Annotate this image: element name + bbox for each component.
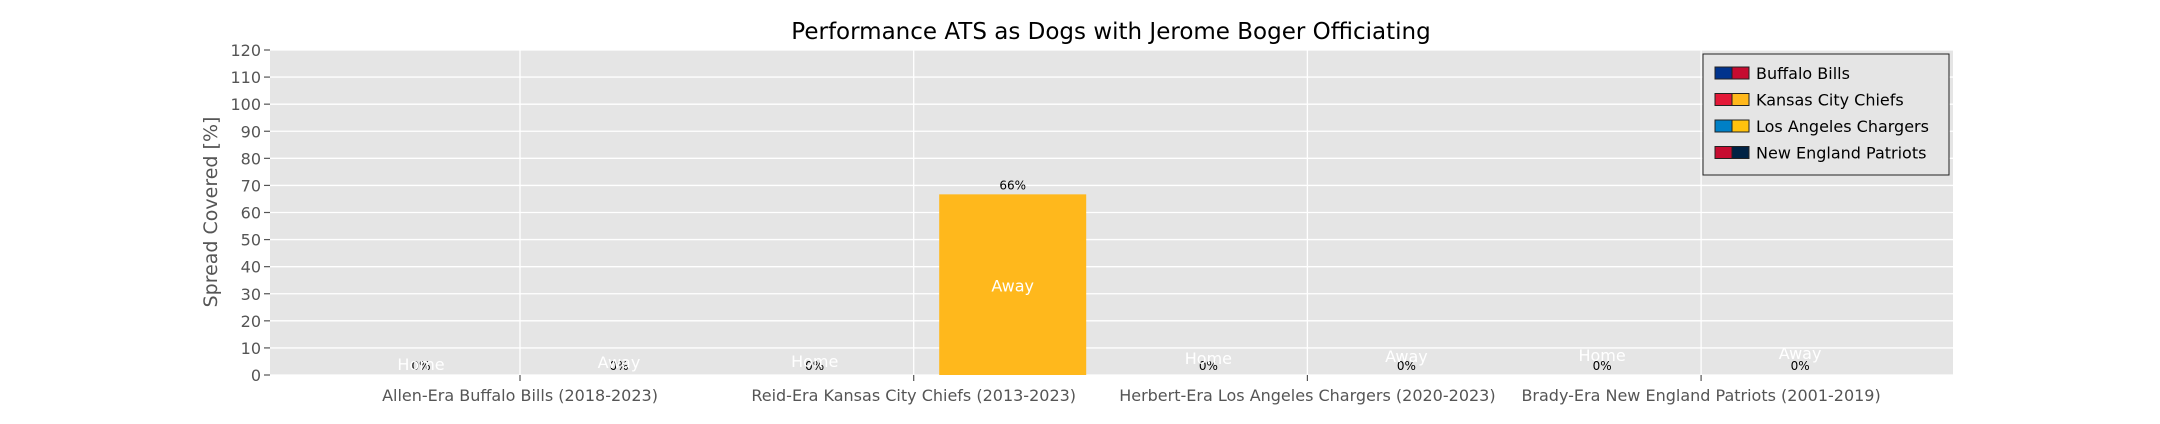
bar-split-label: Away — [598, 353, 641, 372]
legend-swatch-primary — [1714, 66, 1733, 80]
bar-kansas-city-chiefs-away — [939, 194, 1087, 375]
legend-swatch-secondary — [1731, 66, 1750, 80]
legend-entry-label: Buffalo Bills — [1756, 64, 1850, 83]
y-tick-label: 70 — [241, 176, 261, 195]
y-tick-label: 10 — [241, 339, 261, 358]
grid-lines — [270, 49, 1953, 376]
legend-swatch-primary — [1714, 119, 1733, 133]
legend-swatch-primary — [1714, 146, 1733, 159]
x-tick-label: Brady-Era New England Patriots (2001-201… — [1521, 386, 1880, 405]
x-axis: Allen-Era Buffalo Bills (2018-2023) Reid-… — [382, 375, 1881, 405]
y-tick-label: 80 — [241, 149, 261, 168]
y-tick-label: 50 — [241, 231, 261, 250]
y-tick-label: 110 — [230, 68, 261, 87]
y-tick-label: 0 — [251, 366, 261, 385]
bar-value-label: 0% — [805, 359, 824, 373]
y-tick-label: 30 — [241, 285, 261, 304]
bar-split-label: Away — [1779, 344, 1822, 363]
x-tick-label: Herbert-Era Los Angeles Chargers (2020-2… — [1119, 386, 1495, 405]
y-tick-label: 100 — [230, 95, 261, 114]
bar-value-label: 0% — [1791, 359, 1810, 373]
bar-value-label: 0% — [1397, 359, 1416, 373]
bar-value-label: 0% — [411, 359, 430, 373]
legend-entry-label: Los Angeles Chargers — [1756, 117, 1929, 136]
bar-split-label: Home — [791, 352, 838, 371]
bar-split-label: Away — [1385, 347, 1428, 366]
bar-value-label: 0% — [609, 359, 628, 373]
y-tick-label: 120 — [230, 41, 261, 60]
y-axis-label: Spread Covered [%] — [200, 117, 222, 308]
legend-swatch-secondary — [1731, 119, 1750, 133]
y-tick-label: 90 — [241, 122, 261, 141]
bar-split-label: Home — [1185, 349, 1232, 368]
bar-value-label: 0% — [1593, 359, 1612, 373]
chart-title: Performance ATS as Dogs with Jerome Boge… — [791, 19, 1430, 45]
bar-value-label: 0% — [1199, 359, 1218, 373]
legend-swatch-primary — [1714, 93, 1733, 106]
legend-entry-label: New England Patriots — [1756, 144, 1926, 163]
y-tick-label: 20 — [241, 312, 261, 331]
x-tick-label: Reid-Era Kansas City Chiefs (2013-2023) — [751, 386, 1076, 405]
y-tick-label: 60 — [241, 204, 261, 223]
legend-swatch-secondary — [1731, 93, 1750, 106]
x-tick-label: Allen-Era Buffalo Bills (2018-2023) — [382, 386, 658, 405]
bar-split-label: Home — [1578, 346, 1625, 365]
legend-entry-label: Kansas City Chiefs — [1756, 91, 1904, 110]
bar-split-label: Away — [991, 277, 1034, 296]
bar-value-label: 66% — [999, 178, 1026, 192]
bar-split-label: Home — [397, 355, 444, 374]
y-tick-label: 40 — [241, 258, 261, 277]
legend-swatch-secondary — [1731, 146, 1750, 159]
legend: Buffalo Bills Kansas City Chiefs Los Angel… — [1702, 53, 1950, 176]
y-axis: 0 10 20 30 40 50 60 70 80 90 100 110 120 — [230, 41, 270, 385]
